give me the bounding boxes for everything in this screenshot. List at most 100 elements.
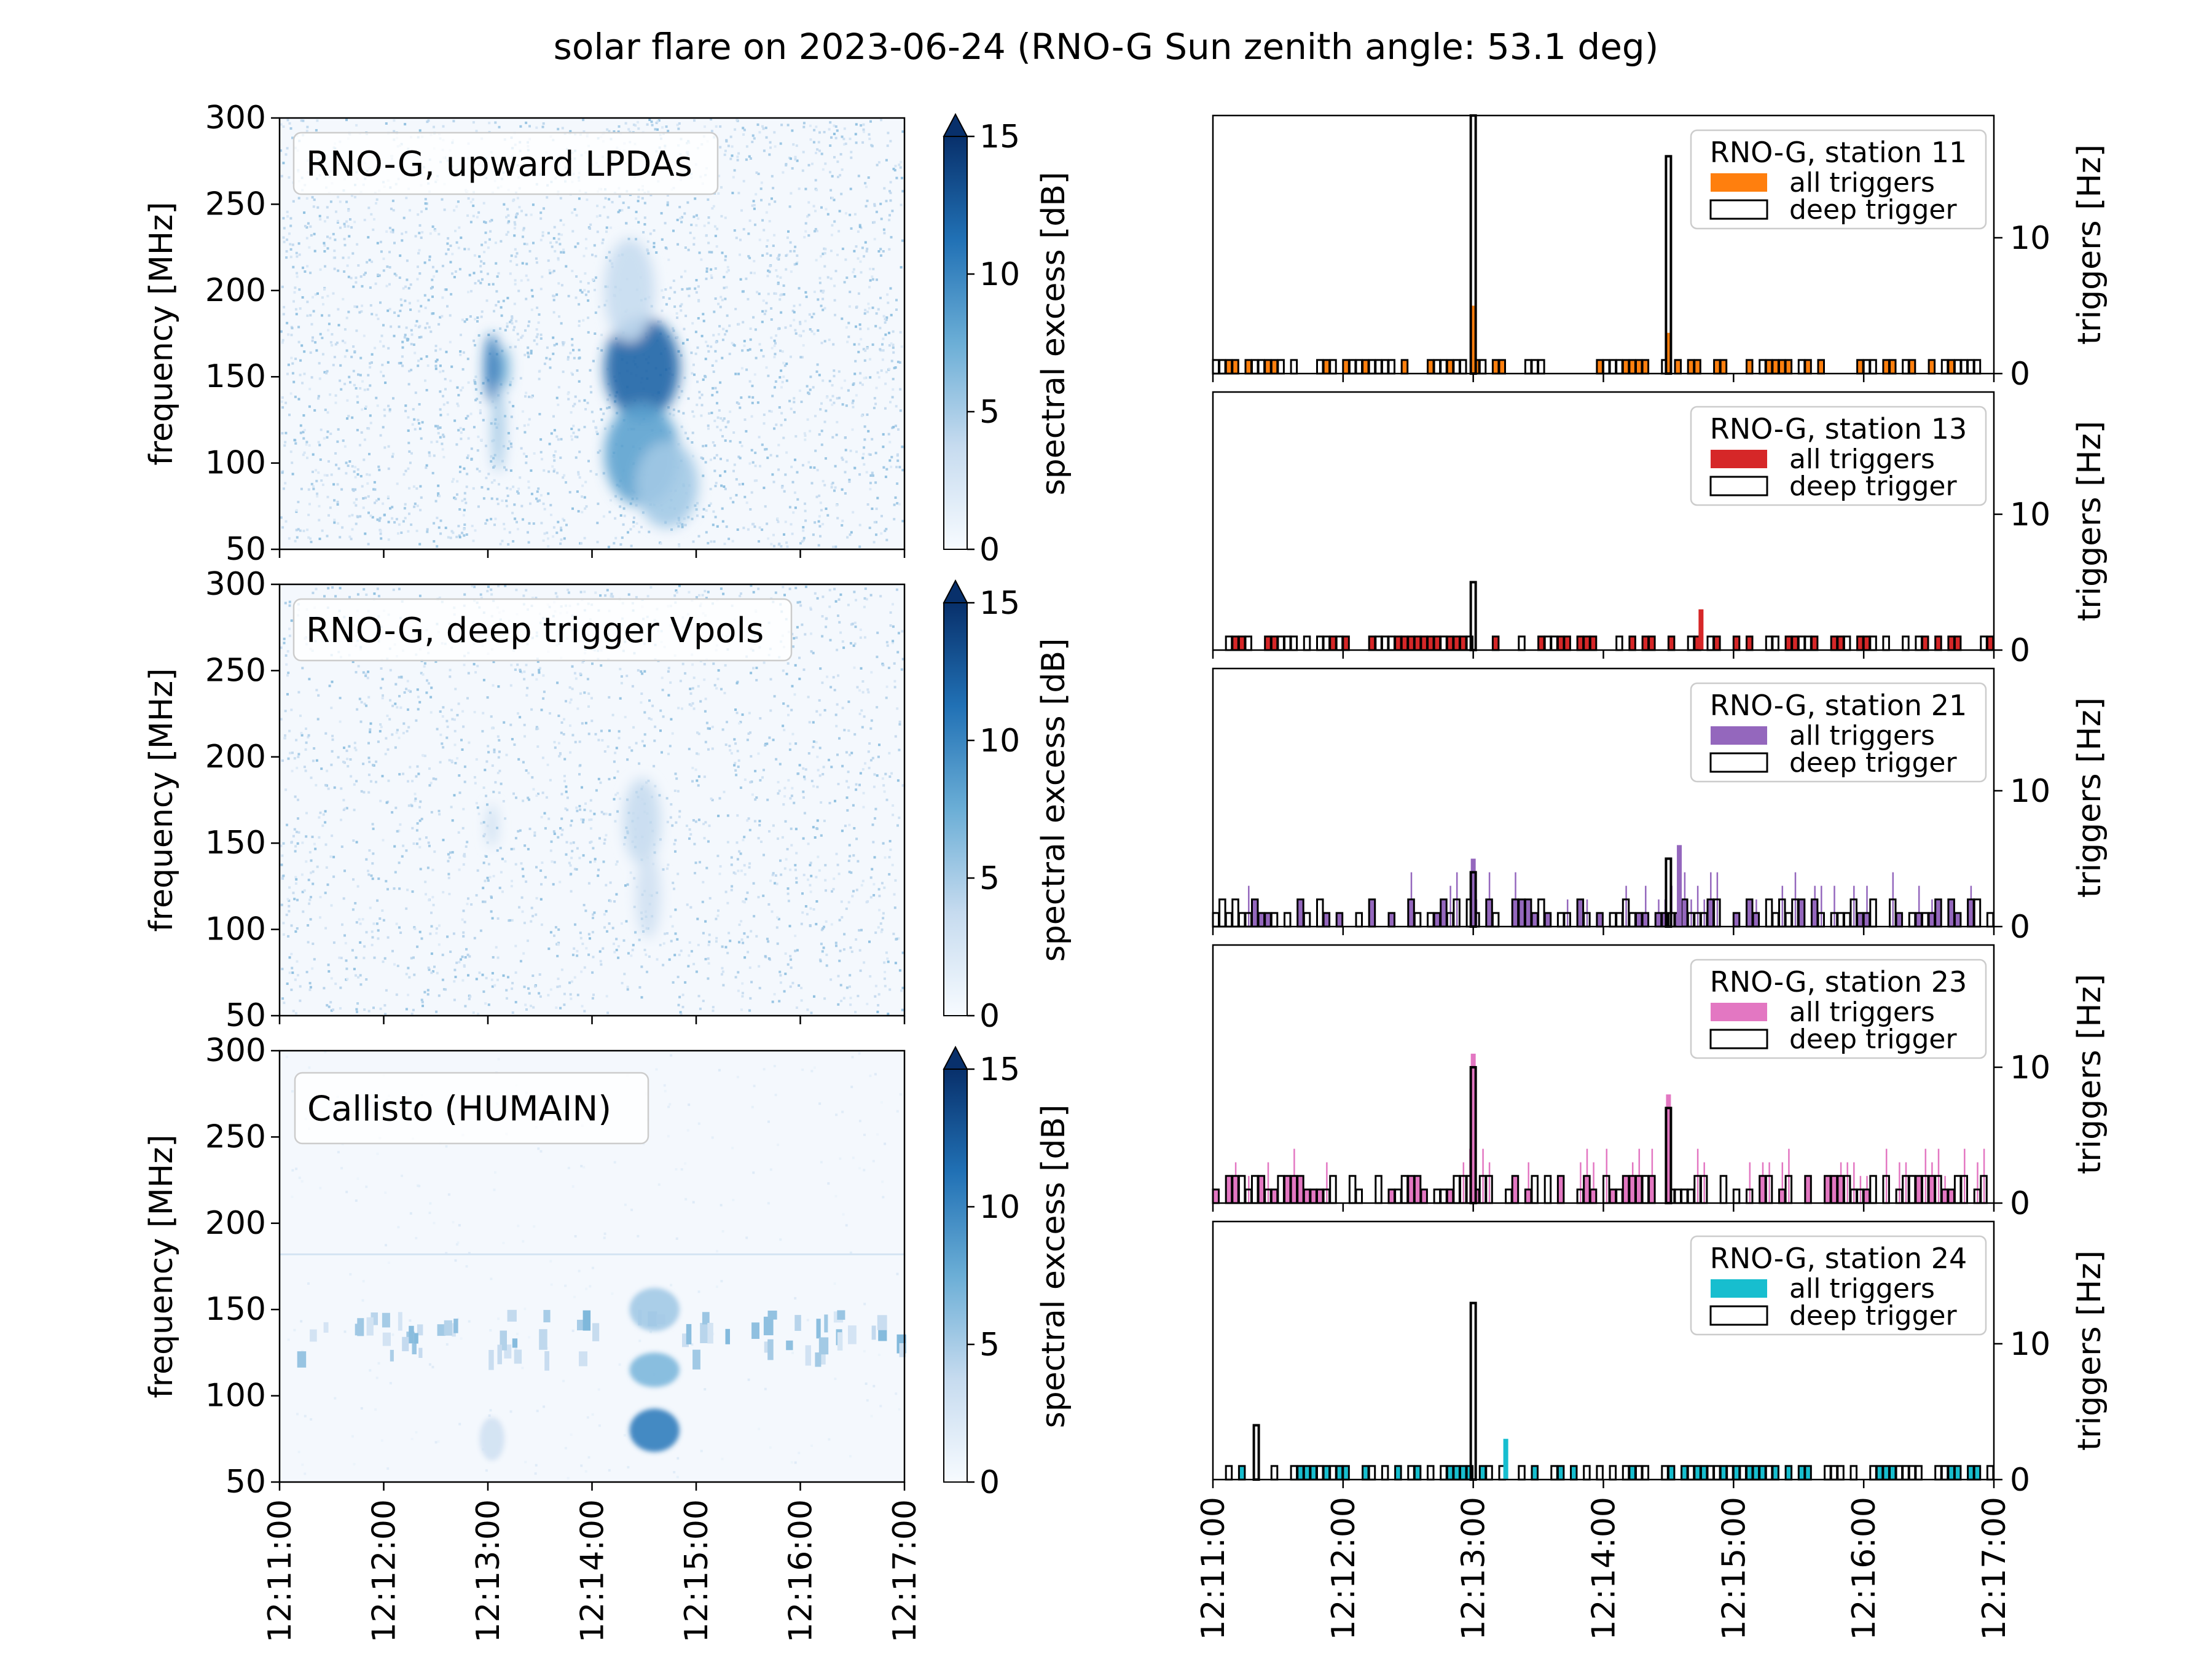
heatmap-cell [848, 844, 851, 847]
heatmap-cell [427, 841, 430, 844]
heatmap-cell [747, 297, 750, 300]
heatmap-cell [326, 206, 329, 209]
heatmap-cell [570, 698, 573, 701]
heatmap-cell [487, 751, 490, 754]
heatmap-cell [583, 399, 586, 402]
heatmap-cell [757, 837, 760, 840]
heatmap-cell [487, 879, 490, 882]
heatmap-cell [688, 828, 691, 831]
heatmap-cell [361, 304, 364, 307]
heatmap-cell [376, 899, 379, 902]
heatmap-cell [618, 125, 621, 128]
heatmap-cell [758, 238, 761, 241]
heatmap-cell [551, 860, 554, 863]
heatmap-cell [863, 715, 866, 718]
heatmap-cell [694, 861, 697, 865]
heatmap-cell [575, 868, 578, 871]
heatmap-cell [718, 175, 721, 178]
heatmap-cell [416, 278, 419, 281]
heatmap-cell [343, 328, 347, 331]
heatmap-cell [798, 304, 801, 307]
heatmap-cell [794, 742, 798, 745]
heatmap-cell [854, 626, 857, 629]
heatmap-cell [530, 492, 533, 495]
heatmap-cell [295, 313, 298, 316]
heatmap-cell [282, 922, 285, 925]
heatmap-cell [743, 340, 746, 343]
heatmap-cell [299, 424, 302, 427]
heatmap-cell [741, 713, 744, 716]
heatmap-cell [669, 412, 672, 415]
heatmap-cell [896, 651, 900, 654]
heatmap-cell [713, 225, 716, 228]
heatmap-cell [901, 130, 904, 133]
heatmap-cell [355, 921, 358, 924]
heatmap-cell [557, 742, 560, 745]
heatmap-cell [294, 845, 297, 848]
heatmap-cell [833, 198, 836, 202]
heatmap-cell [401, 232, 404, 235]
heatmap-cell [549, 712, 551, 715]
heatmap-cell [583, 289, 586, 292]
heatmap-cell [799, 323, 802, 326]
heatmap-cell [614, 495, 618, 498]
heatmap-cell [891, 210, 894, 213]
heatmap-cell [533, 834, 536, 837]
heatmap-cell [724, 255, 728, 258]
heatmap-cell [463, 780, 466, 783]
heatmap-cell [417, 213, 420, 216]
heatmap-cell [606, 407, 609, 410]
heatmap-cell [511, 316, 514, 320]
heatmap-cell [632, 944, 635, 947]
heatmap-cell [559, 985, 562, 988]
heatmap-cell [613, 943, 615, 946]
heatmap-cell [567, 356, 570, 359]
heatmap-cell [822, 595, 825, 598]
heatmap-cell [448, 893, 451, 895]
heatmap-cell [368, 849, 371, 852]
heatmap-cell [333, 267, 336, 270]
heatmap-cell [388, 251, 391, 254]
heatmap-cell [398, 676, 401, 679]
heatmap-cell [594, 591, 597, 594]
heatmap-cell [334, 256, 337, 259]
heatmap-cell [619, 514, 622, 517]
heatmap-cell [794, 935, 797, 938]
heatmap-cell [756, 123, 759, 126]
heatmap-cell [721, 967, 724, 970]
heatmap-cell [415, 775, 418, 778]
heatmap-cell [690, 950, 693, 953]
heatmap-cell [664, 222, 667, 225]
heatmap-cell [527, 486, 530, 489]
heatmap-cell [853, 733, 857, 736]
heatmap-cell [694, 352, 697, 355]
heatmap-cell [799, 604, 802, 607]
heatmap-cell [442, 456, 445, 458]
heatmap-cell [795, 262, 798, 265]
heatmap-cell [789, 241, 792, 244]
heatmap-cell [839, 984, 842, 987]
heatmap-cell [885, 685, 888, 688]
heatmap-cell [679, 305, 682, 308]
heatmap-cell [379, 723, 382, 726]
heatmap-cell [316, 718, 320, 721]
heatmap-cell [333, 249, 336, 253]
heatmap-cell [873, 221, 876, 224]
heatmap-cell [802, 122, 806, 125]
heatmap-cell [329, 433, 332, 435]
heatmap-cell [804, 905, 807, 908]
heatmap-cell [294, 308, 297, 311]
heatmap-cell [435, 931, 438, 935]
heatmap-cell [302, 530, 305, 533]
heatmap-cell [559, 880, 562, 884]
heatmap-cell [758, 820, 761, 823]
heatmap-cell [610, 226, 613, 229]
heatmap-cell [490, 517, 493, 520]
heatmap-cell [419, 509, 422, 512]
heatmap-cell [889, 139, 892, 143]
heatmap-cell [687, 516, 690, 519]
heatmap-cell [439, 348, 442, 351]
heatmap-cell [410, 369, 413, 372]
